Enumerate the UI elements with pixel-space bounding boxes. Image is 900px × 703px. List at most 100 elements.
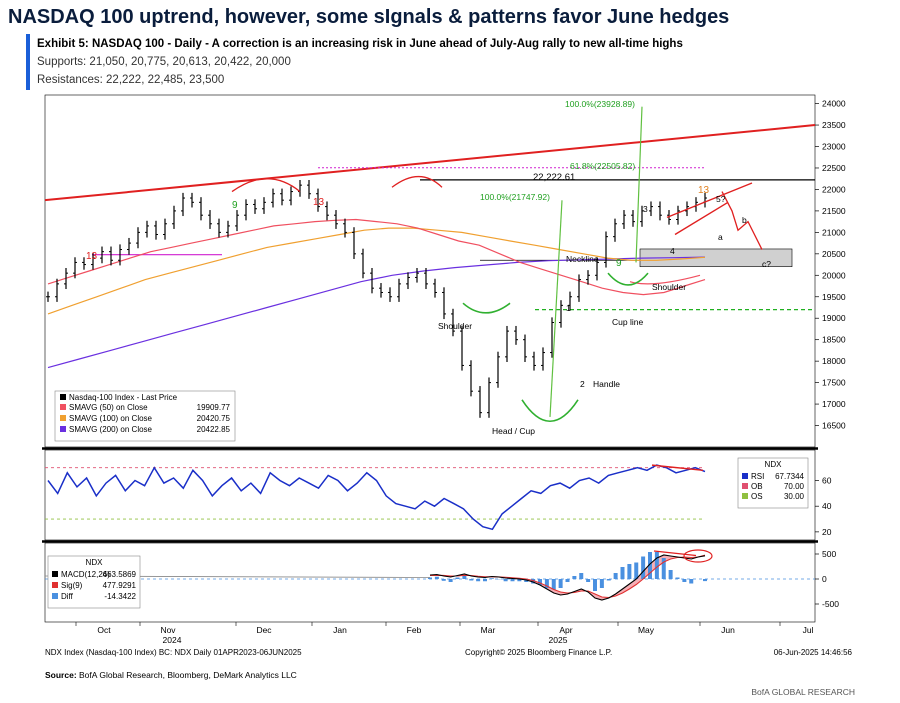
shoulder-right-label: Shoulder	[652, 282, 686, 292]
y-tick-label: 23500	[822, 120, 846, 130]
macd-hist-bar	[668, 570, 673, 579]
head-arc	[521, 399, 579, 423]
macd-hist-bar	[558, 579, 563, 588]
macd-line	[429, 554, 706, 601]
macd-tick-label: -500	[822, 599, 839, 609]
top-arc	[231, 178, 301, 193]
macd-hist-bar	[469, 579, 474, 581]
shoulder-arc	[462, 302, 511, 314]
wave-label: b	[742, 215, 747, 225]
macd-hist-bar	[682, 579, 687, 582]
td-label: 13	[313, 197, 325, 208]
macd-hist-bar	[510, 579, 515, 582]
legend-name: SMAVG (200) on Close	[69, 425, 153, 434]
wave-label: 3	[643, 204, 648, 214]
source-note: Source: BofA Global Research, Bloomberg,…	[45, 670, 297, 680]
resistances-text: Resistances: 22,222, 22,485, 23,500	[37, 74, 225, 86]
legend-name: Sig(9)	[61, 581, 83, 590]
legend-header: Nasdaq-100 Index - Last Price	[69, 393, 178, 402]
head-label: Head / Cup	[492, 426, 535, 436]
macd-hist-bar	[517, 579, 522, 582]
legend-swatch	[52, 593, 58, 599]
y-tick-label: 19500	[822, 292, 846, 302]
y-tick-label: 16500	[822, 421, 846, 431]
y-tick-label: 20500	[822, 249, 846, 259]
legend-value: 20422.85	[197, 425, 231, 434]
legend-swatch	[742, 483, 748, 489]
macd-circle	[683, 549, 713, 563]
macd-hist-bar	[648, 552, 652, 579]
wave-label: 4	[670, 246, 675, 256]
shoulder-arc	[607, 272, 649, 286]
accent-bar	[26, 34, 30, 90]
wave-label: a	[718, 232, 723, 242]
legend-swatch	[742, 473, 748, 479]
rsi-panel	[44, 449, 816, 541]
macd-tick-label: 500	[822, 549, 836, 559]
macd-hist-bar	[641, 556, 646, 579]
macd-hist-bar	[654, 552, 659, 579]
td-label: 9	[616, 258, 622, 269]
sma50-line	[47, 218, 706, 296]
legend-value: 30.00	[784, 492, 805, 501]
x-tick-label: Feb	[407, 625, 422, 635]
y-tick-label: 22000	[822, 184, 846, 194]
macd-hist-bar	[620, 567, 625, 579]
macd-hist-bar	[593, 579, 597, 591]
resistance-trendline	[44, 124, 816, 202]
fib-label: 100.0%(21747.92)	[480, 192, 550, 202]
legend-header: NDX	[765, 460, 783, 469]
handle-label: Handle	[593, 379, 620, 389]
top-arc	[391, 175, 443, 188]
legend-value: 70.00	[784, 482, 805, 491]
legend-name: Diff	[61, 592, 74, 601]
x-tick-label: Jul	[803, 625, 814, 635]
legend-name: OB	[751, 482, 763, 491]
td-label: 9	[232, 200, 238, 211]
macd-hist-bar	[565, 579, 570, 582]
td-label: 13	[86, 251, 98, 262]
rsi-tick-label: 40	[822, 501, 832, 511]
brand-label: BofA GLOBAL RESEARCH	[751, 687, 855, 697]
rsi-line	[47, 464, 706, 531]
macd-hist-bar	[434, 576, 439, 579]
wave-label: 2	[580, 379, 585, 389]
legend-swatch	[52, 571, 58, 577]
wave-label: 5?	[716, 194, 726, 204]
macd-hist-bar	[661, 558, 666, 579]
macd-hist-bar	[599, 579, 604, 588]
legend-name: SMAVG (100) on Close	[69, 414, 153, 423]
right-trend	[629, 274, 701, 285]
x-tick-label: Oct	[97, 625, 111, 635]
level-label: 22,222.61	[533, 172, 575, 183]
x-tick-label: Jan	[333, 625, 347, 635]
rsi-tick-label: 20	[822, 527, 832, 537]
macd-panel	[44, 542, 816, 623]
fib-line	[549, 200, 563, 417]
y-tick-label: 24000	[822, 99, 846, 109]
macd-hist-bar	[462, 575, 467, 579]
legend-name: RSI	[751, 472, 764, 481]
y-tick-label: 21500	[822, 206, 846, 216]
cupline-label: Cup line	[612, 317, 643, 327]
x-tick-label: Nov	[160, 625, 176, 635]
timestamp: 06-Jun-2025 14:46:56	[774, 648, 853, 657]
legend-value: 463.5869	[103, 570, 137, 579]
rsi-divergence	[651, 464, 704, 471]
shoulder-left-label: Shoulder	[438, 321, 472, 331]
macd-hist-bar	[448, 579, 453, 582]
macd-hist-bar	[428, 577, 432, 579]
legend-name: SMAVG (50) on Close	[69, 403, 148, 412]
legend-value: 477.9291	[103, 581, 137, 590]
x-tick-label: Apr	[559, 625, 572, 635]
exhibit-caption: Exhibit 5: NASDAQ 100 - Daily - A correc…	[37, 38, 683, 50]
legend-swatch	[60, 426, 66, 432]
price-legend	[54, 390, 236, 442]
x-tick-label: May	[638, 625, 655, 635]
neckline-label: Neckline	[566, 254, 599, 264]
macd-hist-bar	[675, 577, 680, 579]
y-tick-label: 18500	[822, 335, 846, 345]
wave-label: 1	[566, 303, 571, 313]
macd-legend	[47, 555, 141, 609]
legend-swatch	[60, 415, 66, 421]
